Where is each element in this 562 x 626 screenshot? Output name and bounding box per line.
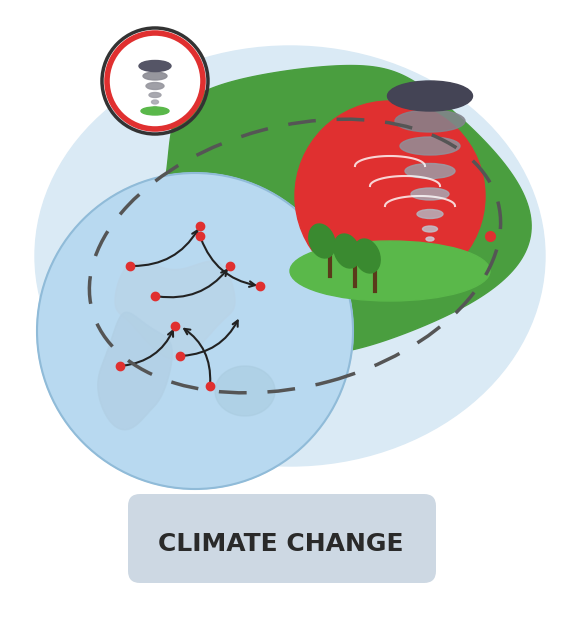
Ellipse shape: [334, 234, 360, 268]
Ellipse shape: [153, 106, 157, 110]
Circle shape: [295, 101, 485, 291]
Ellipse shape: [390, 83, 470, 108]
Ellipse shape: [309, 224, 335, 258]
Circle shape: [37, 173, 353, 489]
Ellipse shape: [146, 83, 164, 90]
Ellipse shape: [35, 46, 545, 466]
Polygon shape: [215, 366, 275, 416]
Ellipse shape: [152, 100, 158, 104]
Ellipse shape: [139, 61, 171, 71]
Ellipse shape: [290, 241, 490, 301]
Ellipse shape: [395, 110, 465, 132]
Ellipse shape: [417, 210, 443, 218]
Circle shape: [322, 508, 358, 544]
Ellipse shape: [405, 163, 455, 178]
Polygon shape: [115, 261, 235, 359]
Ellipse shape: [388, 81, 473, 111]
Ellipse shape: [141, 107, 169, 115]
Ellipse shape: [400, 137, 460, 155]
Text: CLIMATE CHANGE: CLIMATE CHANGE: [158, 532, 404, 556]
Circle shape: [168, 506, 212, 550]
Ellipse shape: [426, 237, 434, 241]
Ellipse shape: [423, 226, 437, 232]
Ellipse shape: [354, 239, 380, 273]
Ellipse shape: [140, 61, 170, 71]
Ellipse shape: [143, 72, 167, 80]
FancyBboxPatch shape: [128, 494, 436, 583]
Polygon shape: [146, 66, 531, 356]
Circle shape: [222, 503, 258, 539]
Ellipse shape: [149, 93, 161, 98]
Circle shape: [370, 511, 410, 551]
Ellipse shape: [411, 188, 449, 200]
Polygon shape: [98, 312, 172, 430]
Circle shape: [107, 33, 203, 129]
